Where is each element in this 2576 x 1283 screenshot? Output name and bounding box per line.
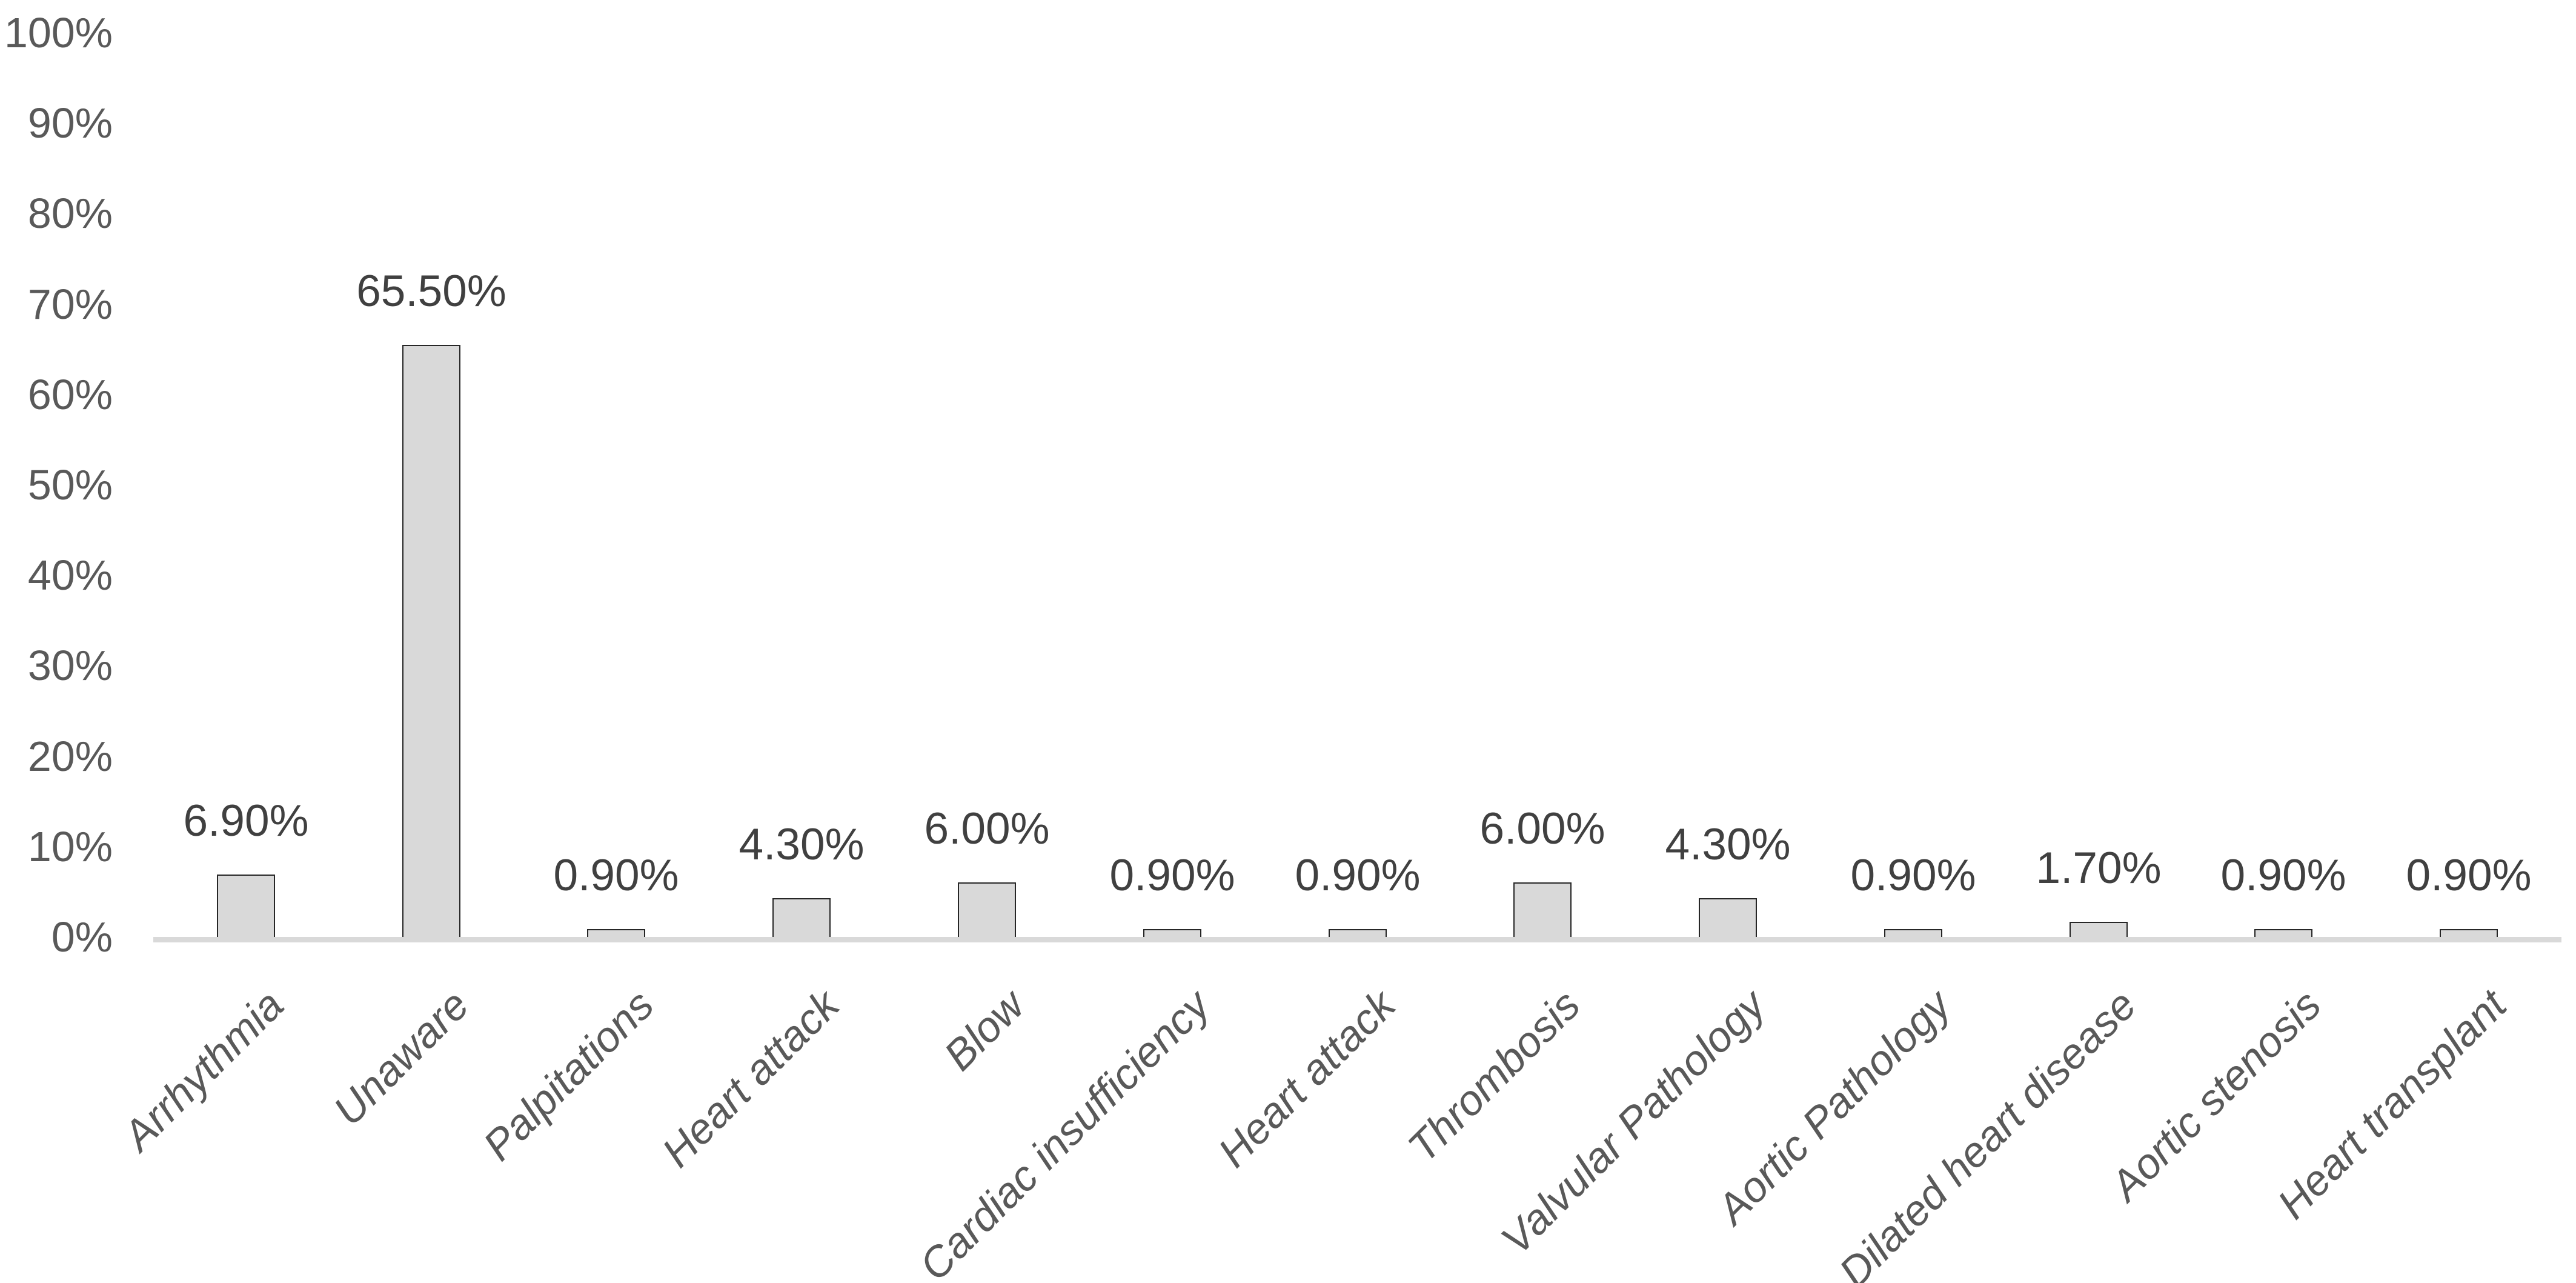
- data-label: 65.50%: [356, 267, 506, 316]
- bar: [1699, 898, 1757, 937]
- data-label: 0.90%: [2220, 851, 2346, 900]
- bar: [217, 875, 275, 937]
- bar: [958, 882, 1016, 937]
- bar: [1513, 882, 1572, 937]
- data-label: 6.00%: [1479, 804, 1605, 853]
- data-label: 0.90%: [1295, 851, 1421, 900]
- y-tick-label: 70%: [27, 281, 113, 328]
- x-axis-line: [153, 937, 2561, 942]
- y-tick-label: 50%: [27, 461, 113, 508]
- y-tick-label: 80%: [27, 190, 113, 237]
- data-label: 0.90%: [553, 851, 679, 900]
- data-label: 4.30%: [739, 820, 865, 869]
- data-label: 6.90%: [183, 796, 309, 845]
- data-label: 0.90%: [1109, 851, 1235, 900]
- y-tick-label: 10%: [27, 823, 113, 870]
- bar: [402, 345, 460, 937]
- y-tick-label: 40%: [27, 552, 113, 599]
- y-tick-label: 60%: [27, 371, 113, 418]
- data-label: 0.90%: [2406, 851, 2532, 900]
- bar: [1884, 929, 1942, 937]
- bar: [772, 898, 831, 937]
- bar: [2440, 929, 2498, 937]
- bar: [1329, 929, 1387, 937]
- y-tick-label: 20%: [27, 733, 113, 780]
- bar: [1143, 929, 1201, 937]
- data-label: 1.70%: [2036, 844, 2162, 893]
- y-tick-label: 90%: [27, 99, 113, 147]
- y-tick-label: 0%: [51, 913, 113, 961]
- y-tick-label: 100%: [4, 9, 113, 56]
- data-label: 6.00%: [924, 804, 1050, 853]
- bar: [2070, 922, 2128, 937]
- data-label: 0.90%: [1850, 851, 1976, 900]
- data-label: 4.30%: [1665, 820, 1791, 869]
- y-tick-label: 30%: [27, 642, 113, 689]
- bar: [587, 929, 645, 937]
- bar: [2254, 929, 2312, 937]
